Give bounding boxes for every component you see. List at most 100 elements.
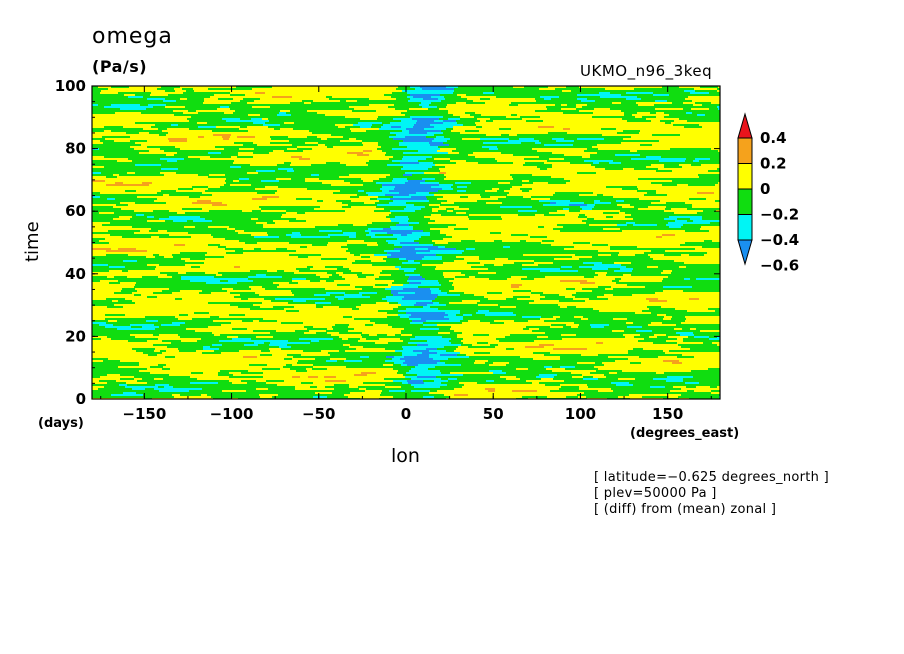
- field-cell: [565, 368, 579, 370]
- field-cell: [360, 358, 373, 360]
- field-cell: [105, 304, 114, 306]
- field-cell: [92, 214, 110, 216]
- y-tick-label: 20: [65, 327, 86, 345]
- field-cell: [147, 154, 166, 156]
- field-cell: [292, 232, 300, 234]
- field-cell: [513, 154, 523, 156]
- field-cell: [310, 114, 325, 116]
- field-cell: [389, 166, 403, 168]
- field-cell: [299, 338, 314, 340]
- field-cell: [373, 130, 380, 132]
- field-cell: [583, 316, 598, 318]
- field-cell: [427, 374, 436, 376]
- field-cell: [524, 150, 537, 152]
- field-cell: [417, 120, 427, 122]
- field-cell: [427, 304, 446, 306]
- field-cell: [292, 292, 306, 294]
- field-cell: [686, 356, 694, 358]
- field-cell: [606, 376, 614, 378]
- field-cell: [395, 102, 403, 104]
- field-cell: [388, 106, 401, 108]
- field-cell: [448, 118, 460, 120]
- field-cell: [395, 350, 402, 352]
- field-cell: [693, 220, 709, 222]
- field-cell: [572, 112, 578, 114]
- field-cell: [515, 88, 525, 90]
- field-cell: [313, 364, 323, 366]
- field-cell: [413, 200, 429, 202]
- field-cell: [385, 288, 403, 290]
- field-cell: [659, 326, 675, 328]
- field-cell: [673, 204, 692, 206]
- field-cell: [221, 216, 231, 218]
- field-cell: [405, 190, 422, 192]
- field-cell: [444, 368, 457, 370]
- field-cell: [635, 254, 648, 256]
- field-cell: [445, 312, 451, 314]
- field-cell: [291, 290, 301, 292]
- field-cell: [210, 156, 222, 158]
- field-cell: [282, 300, 293, 302]
- field-cell: [671, 160, 685, 162]
- field-cell: [317, 116, 331, 118]
- field-cell: [454, 252, 462, 254]
- field-cell: [667, 182, 676, 184]
- field-cell: [579, 264, 594, 266]
- field-cell: [307, 328, 315, 330]
- field-cell: [244, 318, 256, 320]
- field-cell: [600, 266, 607, 268]
- field-cell: [584, 296, 597, 298]
- field-cell: [169, 194, 175, 196]
- field-cell: [221, 236, 238, 238]
- field-cell: [443, 122, 457, 124]
- field-cell: [284, 150, 296, 152]
- field-cell: [452, 150, 458, 152]
- field-cell: [678, 344, 697, 346]
- field-cell: [424, 224, 439, 226]
- field-cell: [209, 202, 222, 204]
- field-cell: [602, 94, 615, 96]
- field-cell: [440, 354, 457, 356]
- field-cell: [649, 162, 660, 164]
- field-cell: [401, 330, 419, 332]
- field-cell: [333, 122, 348, 124]
- field-cell: [713, 282, 720, 284]
- field-cell: [105, 368, 122, 370]
- field-cell: [438, 146, 457, 148]
- field-cell: [563, 264, 579, 266]
- field-cell: [187, 98, 204, 100]
- field-cell: [391, 140, 403, 142]
- field-cell: [569, 206, 580, 208]
- field-cell: [269, 228, 284, 230]
- field-cell: [403, 152, 418, 154]
- field-cell: [296, 210, 306, 212]
- field-cell: [395, 154, 402, 156]
- field-cell: [151, 224, 159, 226]
- field-cell: [552, 102, 569, 104]
- field-cell: [117, 164, 135, 166]
- field-cell: [483, 368, 490, 370]
- field-cell: [433, 244, 451, 246]
- field-cell: [187, 344, 206, 346]
- field-cell: [436, 154, 454, 156]
- field-cell: [294, 366, 313, 368]
- field-cell: [92, 394, 111, 396]
- field-cell: [125, 386, 139, 388]
- field-cell: [513, 296, 530, 298]
- field-cell: [190, 382, 208, 384]
- field-cell: [564, 380, 575, 382]
- field-cell: [121, 290, 137, 292]
- field-cell: [352, 102, 364, 104]
- field-cell: [315, 358, 330, 360]
- field-cell: [372, 264, 388, 266]
- field-cell: [410, 86, 420, 88]
- field-cell: [562, 106, 576, 108]
- field-cell: [108, 230, 124, 232]
- field-cell: [556, 204, 569, 206]
- field-cell: [273, 390, 282, 392]
- field-cell: [498, 186, 504, 188]
- field-cell: [685, 230, 699, 232]
- field-cell: [426, 196, 443, 198]
- field-cell: [582, 310, 599, 312]
- field-cell: [432, 114, 440, 116]
